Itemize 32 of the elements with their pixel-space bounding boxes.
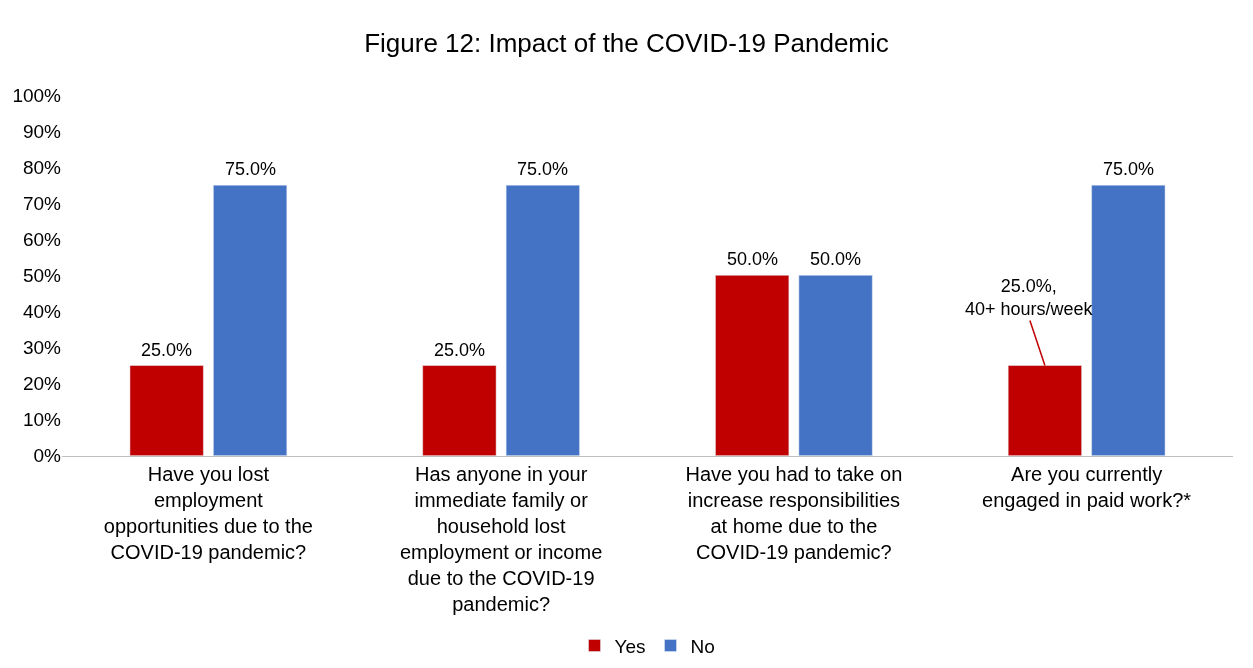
y-tick-label: 90% <box>22 120 62 142</box>
data-label: 75.0% <box>225 159 277 179</box>
chart-title: Figure 12: Impact of the COVID-19 Pandemic <box>364 27 889 58</box>
x-tick-label: Has anyone in your immediate family or household lost employment or income due to the COVID-19 pandemic? <box>399 462 603 615</box>
y-tick-label: 60% <box>22 228 62 250</box>
bar <box>715 275 790 456</box>
legend-label: Yes <box>614 635 646 657</box>
bar <box>1091 184 1166 456</box>
y-tick-label: 80% <box>22 156 62 178</box>
data-label: 75.0% <box>517 159 569 179</box>
y-tick-label: 100% <box>12 84 62 106</box>
y-tick-label: 40% <box>22 301 62 323</box>
y-tick-label: 70% <box>22 192 62 214</box>
data-label: 25.0% <box>141 340 193 360</box>
data-label: 25.0% <box>434 340 486 360</box>
bar <box>422 365 497 456</box>
data-label: 75.0% <box>1103 159 1155 179</box>
y-tick-label: 30% <box>22 337 62 359</box>
legend-label: No <box>690 635 715 657</box>
data-label: 50.0% <box>810 249 862 269</box>
y-tick-label: 10% <box>22 409 62 431</box>
bar <box>213 184 288 456</box>
x-tick-label: Are you currently engaged in paid work?* <box>982 462 1192 511</box>
y-tick-label: 20% <box>22 373 62 395</box>
bar <box>129 365 204 456</box>
y-tick-label: 50% <box>22 264 62 286</box>
x-tick-label: Have you lost employment opportunities due to the COVID-19 pandemic? <box>103 462 313 563</box>
bar <box>798 275 873 456</box>
data-label: 50.0% <box>727 249 779 269</box>
y-tick-label: 0% <box>33 445 62 467</box>
bar <box>505 184 580 456</box>
x-tick-label: Have you had to take on increase responsibilities at home due to the COVID-19 pandemic? <box>685 462 903 563</box>
